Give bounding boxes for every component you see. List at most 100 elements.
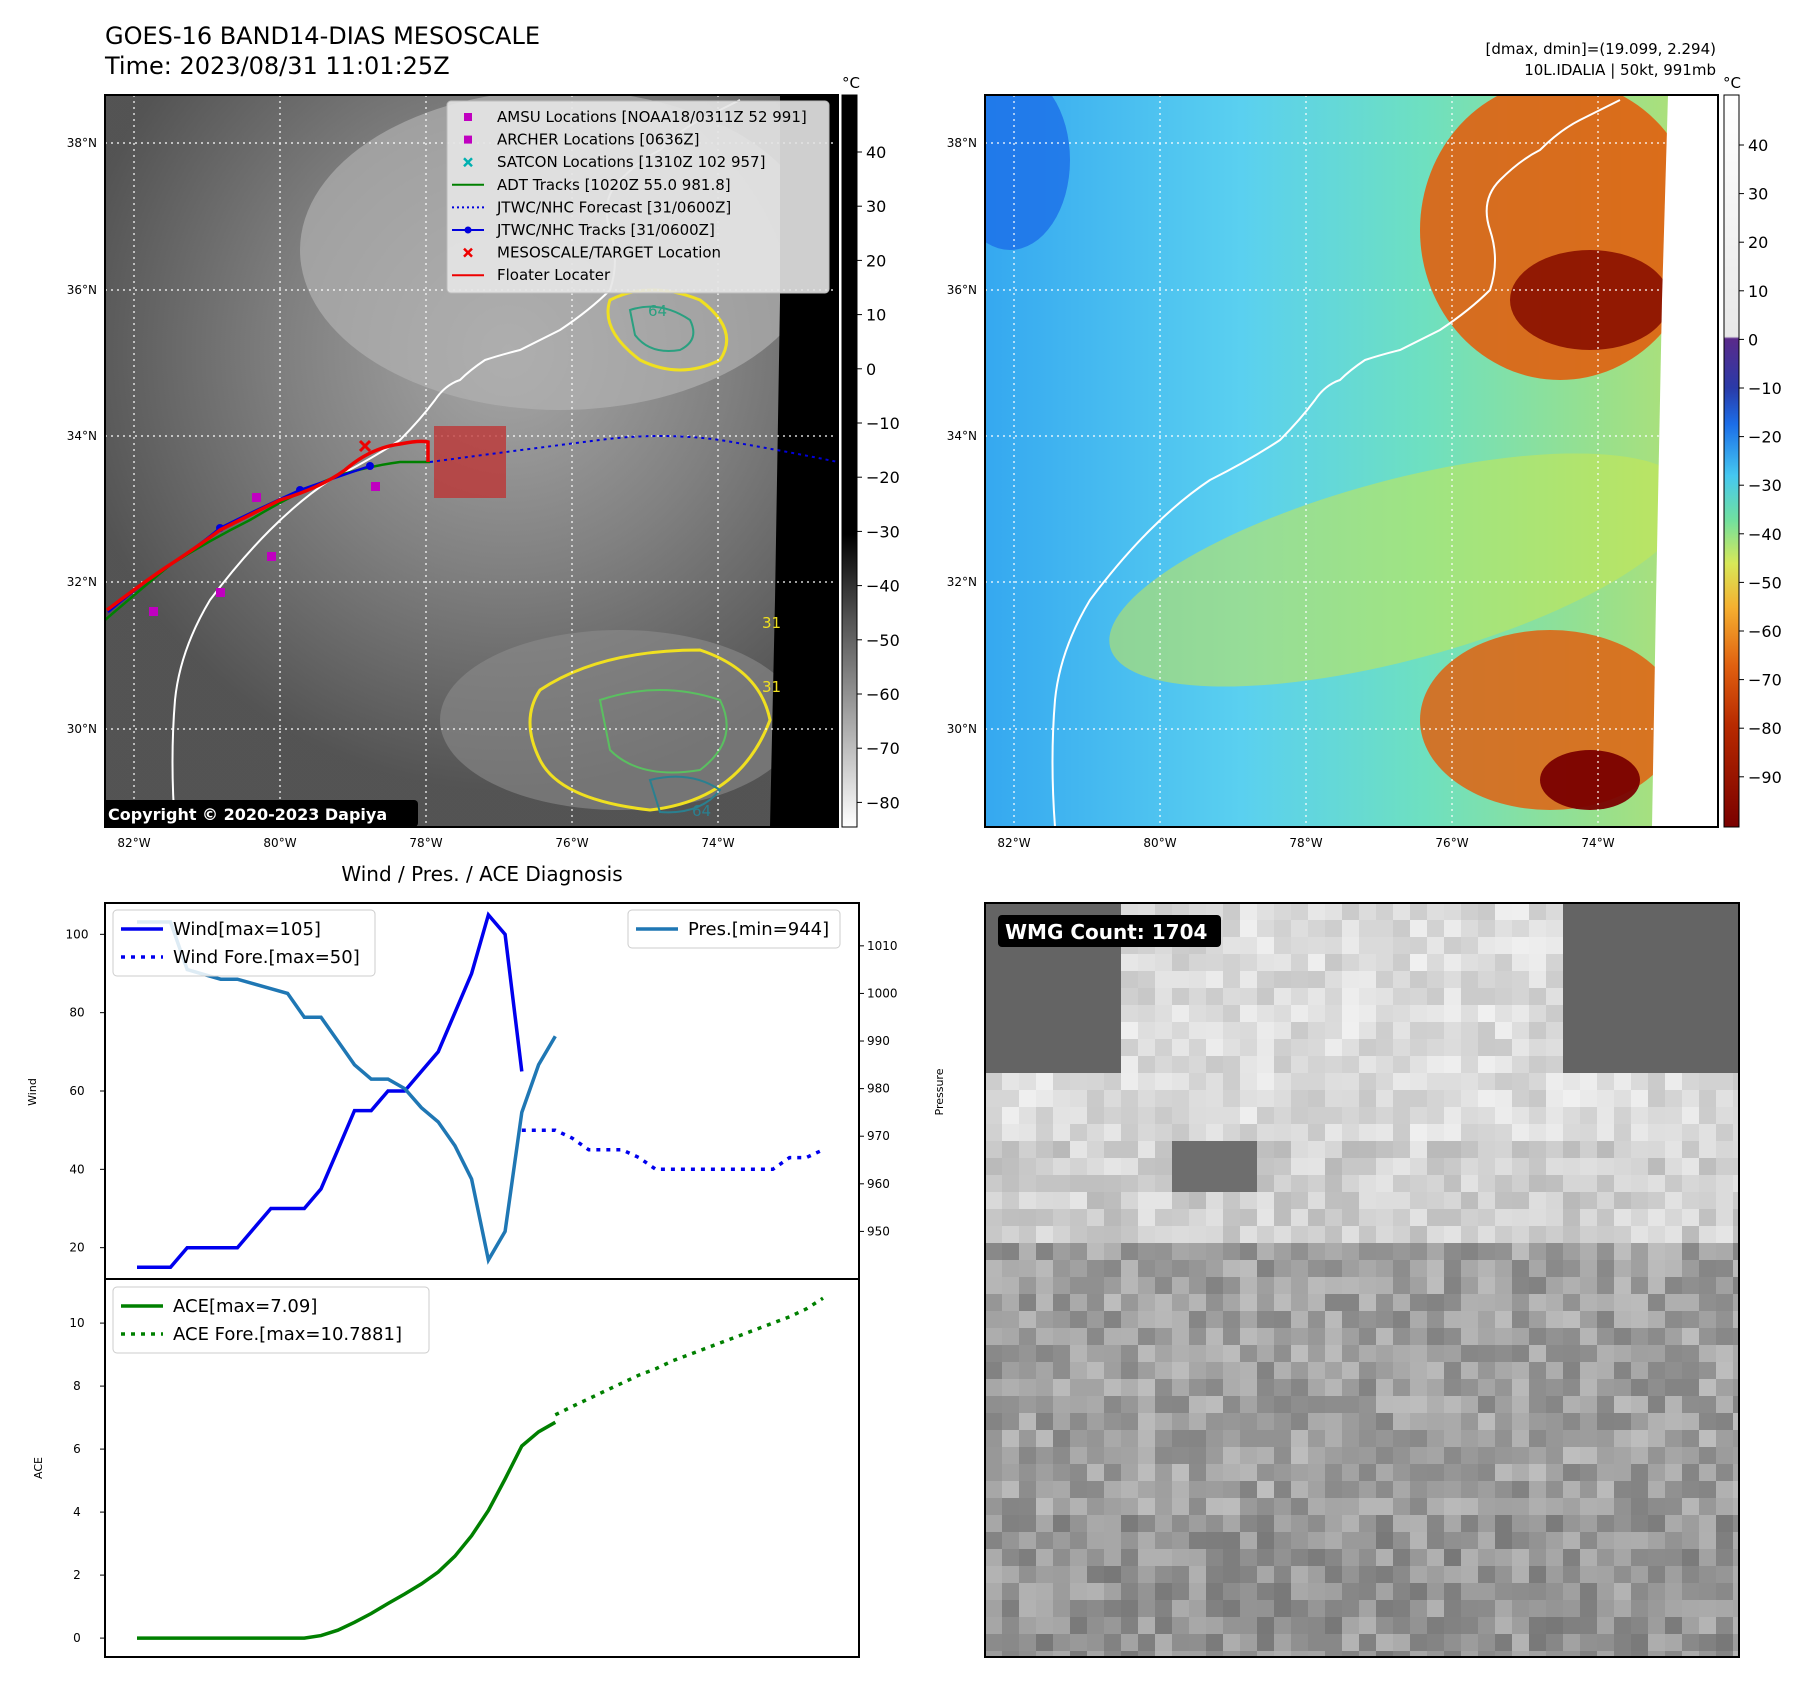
wmg-pixel — [1529, 1549, 1546, 1566]
series-line-1 — [521, 1128, 824, 1172]
wmg-pixel — [1036, 1175, 1053, 1192]
wmg-pixel — [1699, 1600, 1716, 1617]
wmg-pixel — [1648, 1498, 1665, 1515]
wmg-pixel — [1512, 1515, 1529, 1532]
wmg-pixel — [1563, 1056, 1580, 1073]
wmg-pixel — [1053, 1039, 1070, 1056]
wmg-pixel — [1614, 1328, 1631, 1345]
wmg-pixel — [1699, 1192, 1716, 1209]
wmg-pixel — [1053, 1209, 1070, 1226]
wmg-pixel — [1138, 954, 1155, 971]
wmg-pixel — [1206, 1600, 1223, 1617]
wmg-pixel — [1206, 1039, 1223, 1056]
wmg-pixel — [1478, 1158, 1495, 1175]
wmg-pixel — [1563, 1651, 1580, 1657]
wmg-pixel — [1529, 1617, 1546, 1634]
wmg-pixel — [1648, 988, 1665, 1005]
wmg-pixel — [1427, 903, 1444, 920]
wmg-pixel — [1308, 1039, 1325, 1056]
wmg-pixel — [1427, 1481, 1444, 1498]
wmg-pixel — [1648, 1515, 1665, 1532]
wmg-pixel — [1223, 1549, 1240, 1566]
wmg-pixel — [1019, 1175, 1036, 1192]
wmg-pixel — [1648, 1226, 1665, 1243]
wmg-pixel — [1699, 1532, 1716, 1549]
wmg-pixel — [1274, 1056, 1291, 1073]
wmg-pixel — [1546, 1056, 1563, 1073]
wmg-pixel — [1444, 1481, 1461, 1498]
wmg-pixel — [1002, 1090, 1019, 1107]
wmg-pixel — [1053, 1311, 1070, 1328]
wmg-pixel — [1478, 971, 1495, 988]
wmg-pixel — [1240, 1005, 1257, 1022]
wmg-pixel — [1716, 1294, 1733, 1311]
wmg-pixel — [1427, 988, 1444, 1005]
wmg-pixel — [1614, 920, 1631, 937]
wmg-pixel — [1342, 1073, 1359, 1090]
wmg-pixel — [1563, 903, 1580, 920]
wmg-pixel — [1529, 1056, 1546, 1073]
wmg-pixel — [1393, 1532, 1410, 1549]
wmg-pixel — [1121, 1175, 1138, 1192]
wmg-pixel — [1529, 1073, 1546, 1090]
colorbar-tick-label: −20 — [866, 468, 900, 487]
wmg-pixel — [1427, 920, 1444, 937]
wmg-pixel — [1121, 1532, 1138, 1549]
wmg-pixel — [1733, 1566, 1739, 1583]
wmg-pixel — [1393, 1430, 1410, 1447]
wmg-pixel — [1444, 1328, 1461, 1345]
wmg-pixel — [1155, 1362, 1172, 1379]
wmg-pixel — [1138, 1243, 1155, 1260]
wmg-pixel — [1257, 920, 1274, 937]
wmg-pixel — [1733, 1277, 1739, 1294]
wmg-pixel — [1206, 1430, 1223, 1447]
wmg-pixel — [1240, 1430, 1257, 1447]
chart-legend-label: ACE[max=7.09] — [173, 1296, 317, 1317]
wmg-pixel — [1529, 1430, 1546, 1447]
wmg-pixel — [1291, 1447, 1308, 1464]
wmg-pixel — [1512, 1566, 1529, 1583]
wmg-pixel — [1359, 1141, 1376, 1158]
wmg-pixel — [1716, 1039, 1733, 1056]
wmg-pixel — [1206, 1226, 1223, 1243]
colorbar-tick-label: −30 — [866, 522, 900, 541]
y-tick-label: 40 — [69, 1162, 84, 1176]
wmg-pixel — [1495, 1141, 1512, 1158]
wmg-pixel — [1699, 1243, 1716, 1260]
wmg-pixel — [1274, 1107, 1291, 1124]
wmg-pixel — [1308, 1362, 1325, 1379]
wmg-pixel — [1155, 1600, 1172, 1617]
wmg-pixel — [1427, 1294, 1444, 1311]
wmg-pixel — [1070, 1549, 1087, 1566]
wmg-pixel — [1223, 903, 1240, 920]
wmg-pixel — [1104, 1498, 1121, 1515]
wmg-pixel — [1002, 1294, 1019, 1311]
colorbar-tick-label: −10 — [1748, 379, 1782, 398]
wmg-pixel — [1223, 1192, 1240, 1209]
wmg-pixel — [1172, 1345, 1189, 1362]
wmg-pixel — [1036, 1447, 1053, 1464]
wmg-pixel — [1478, 1277, 1495, 1294]
wmg-pixel — [1444, 937, 1461, 954]
wmg-pixel — [1308, 1532, 1325, 1549]
wmg-pixel — [1087, 1464, 1104, 1481]
wmg-pixel — [1478, 1226, 1495, 1243]
wmg-pixel — [1342, 1481, 1359, 1498]
wmg-pixel — [1631, 1311, 1648, 1328]
wmg-pixel — [1376, 954, 1393, 971]
wmg-pixel — [1444, 1396, 1461, 1413]
wmg-pixel — [1053, 988, 1070, 1005]
wmg-pixel — [1529, 988, 1546, 1005]
wmg-pixel — [1393, 1073, 1410, 1090]
wmg-pixel — [1104, 1430, 1121, 1447]
wmg-pixel — [1206, 1022, 1223, 1039]
wmg-pixel — [1104, 1243, 1121, 1260]
wmg-pixel — [1155, 1549, 1172, 1566]
wmg-pixel — [1291, 971, 1308, 988]
wmg-pixel — [1563, 1600, 1580, 1617]
wmg-pixel — [1461, 1039, 1478, 1056]
wmg-pixel — [985, 1498, 1002, 1515]
wmg-pixel — [1325, 1056, 1342, 1073]
wmg-pixel — [1121, 1481, 1138, 1498]
